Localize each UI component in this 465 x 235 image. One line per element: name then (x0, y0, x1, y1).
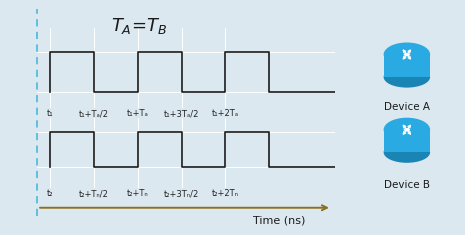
Text: Time (ns): Time (ns) (253, 215, 305, 226)
Text: $T_A$=$T_B$: $T_A$=$T_B$ (112, 16, 167, 36)
Text: Device B: Device B (384, 180, 430, 190)
Text: Device A: Device A (384, 102, 430, 112)
